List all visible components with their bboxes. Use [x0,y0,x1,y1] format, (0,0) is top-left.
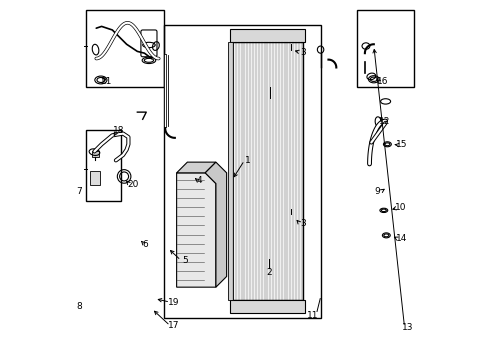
FancyBboxPatch shape [91,152,99,157]
Text: 10: 10 [394,203,406,212]
Text: 8: 8 [77,302,82,311]
Text: 15: 15 [395,140,407,149]
Bar [230,300,305,313]
PathPatch shape [205,162,226,287]
Text: 11: 11 [307,311,318,320]
Text: 12: 12 [378,117,389,126]
Text: 6: 6 [142,240,148,249]
Text: 20: 20 [127,180,139,189]
Text: 3: 3 [300,219,305,228]
Text: 3: 3 [300,48,305,57]
Bar [228,42,232,300]
Text: 13: 13 [402,323,413,332]
Text: 7: 7 [77,187,82,196]
PathPatch shape [176,173,216,287]
Text: 16: 16 [377,77,388,86]
Bar [230,29,305,42]
PathPatch shape [176,162,216,173]
Text: 4: 4 [197,176,202,185]
Bar [85,130,121,202]
Text: 14: 14 [395,234,407,243]
Text: 5: 5 [183,256,188,265]
Bar [85,10,164,87]
FancyBboxPatch shape [90,171,100,185]
Text: 17: 17 [168,321,179,330]
Text: 19: 19 [168,298,179,307]
Text: 18: 18 [113,126,124,135]
Text: 9: 9 [374,187,380,196]
Text: 2: 2 [265,268,271,277]
Text: 1: 1 [244,156,250,165]
Bar [164,24,321,318]
Bar [356,10,413,87]
Bar [231,42,303,300]
Text: 21: 21 [100,77,111,86]
